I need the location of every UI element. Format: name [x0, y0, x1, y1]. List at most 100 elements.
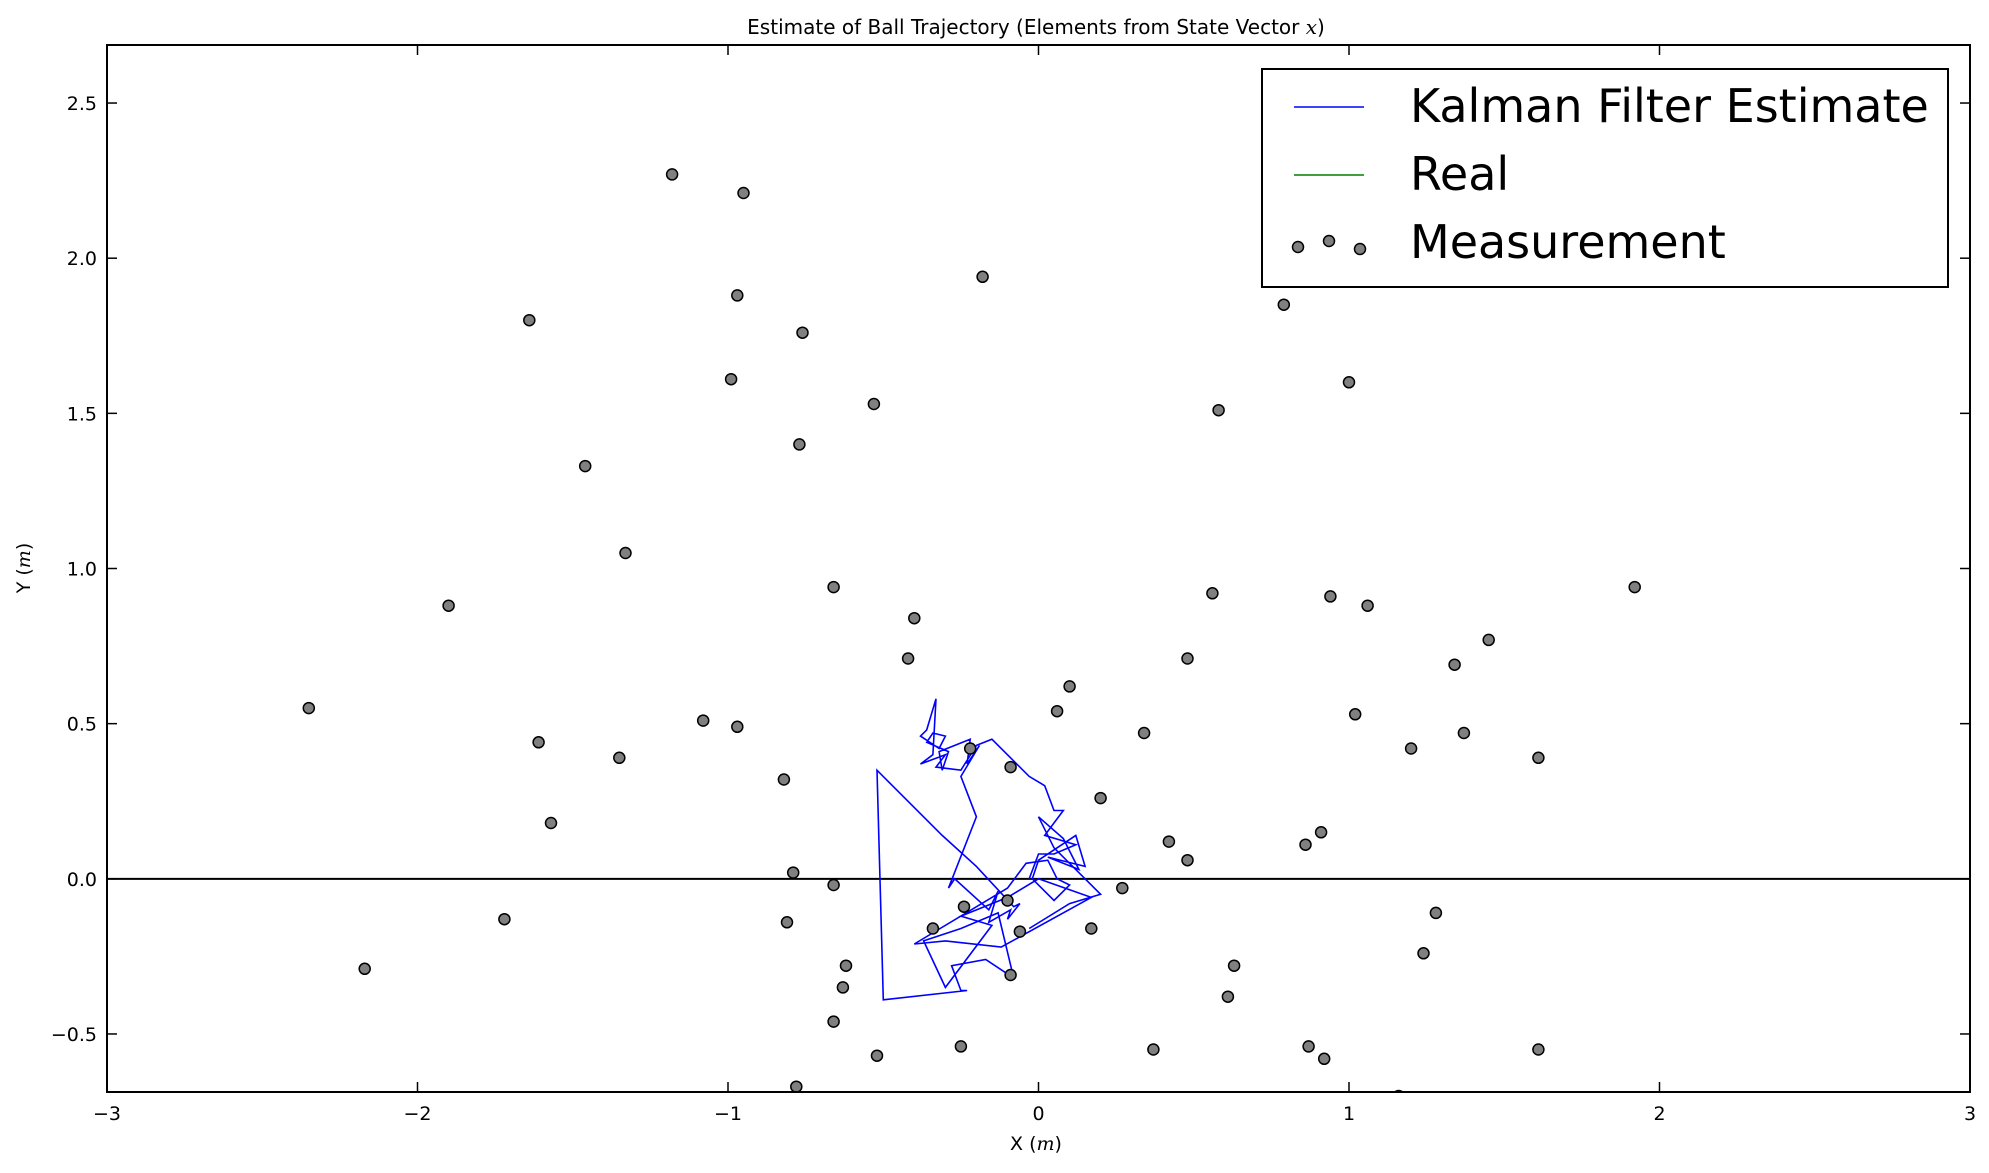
- measurement-point: [1361, 599, 1374, 612]
- measurement-point: [544, 816, 558, 830]
- measurement-point: [1429, 906, 1443, 920]
- measurement-point: [780, 916, 794, 929]
- measurement-point: [1212, 403, 1225, 417]
- measurement-point: [613, 751, 626, 765]
- plot-area: [107, 168, 1970, 1092]
- measurement-point: [1085, 922, 1098, 935]
- measurement-point: [532, 736, 545, 749]
- measurement-point: [578, 459, 592, 473]
- measurement-point: [498, 912, 511, 926]
- measurement-point: [737, 186, 750, 200]
- measurement-point: [1013, 925, 1027, 938]
- measurement-point: [724, 372, 738, 386]
- measurement-point: [901, 652, 915, 665]
- legend-measurement-marker-2: [1322, 234, 1336, 248]
- measurement-point: [1314, 826, 1328, 839]
- measurement-point: [908, 611, 921, 625]
- measurement-point: [1348, 708, 1362, 721]
- x-tick-label: 3: [1964, 1103, 1976, 1125]
- measurement-point: [1116, 881, 1129, 895]
- measurement-point: [926, 922, 940, 935]
- measurement-point: [1063, 680, 1076, 693]
- measurement-point: [790, 1080, 803, 1092]
- y-tick-label: −0.5: [51, 1024, 97, 1046]
- measurement-point: [870, 1049, 884, 1062]
- y-tick-label: 2.0: [67, 248, 97, 270]
- measurement-point: [1532, 751, 1545, 765]
- x-tick-label: −2: [403, 1103, 431, 1125]
- chart-title: Estimate of Ball Trajectory (Elements fr…: [747, 15, 1325, 39]
- measurement-point: [786, 866, 800, 879]
- measurement-point: [358, 962, 371, 976]
- x-tick-label: 0: [1032, 1103, 1044, 1125]
- measurement-point: [442, 599, 455, 612]
- measurement-point: [1094, 791, 1107, 805]
- measurement-point: [1448, 658, 1461, 671]
- x-tick-label: 1: [1343, 1103, 1355, 1125]
- measurement-point: [1482, 633, 1495, 647]
- y-axis-label: Y (m): [13, 543, 35, 595]
- measurement-point: [665, 168, 679, 181]
- measurement-point: [1277, 298, 1291, 311]
- measurement-point: [836, 981, 850, 994]
- y-tick-label: 1.5: [67, 403, 97, 425]
- measurement-point: [827, 878, 840, 892]
- measurement-point: [1317, 1052, 1331, 1066]
- measurement-point: [1457, 726, 1471, 740]
- measurement-point: [1206, 587, 1219, 600]
- series-line-kalman-filter-estimate: [876, 698, 1103, 1001]
- measurement-point: [1001, 894, 1014, 907]
- measurement-point: [839, 959, 853, 972]
- y-tick-label: 0.5: [67, 714, 97, 736]
- y-tick-label: 2.5: [67, 93, 97, 115]
- measurement-point: [1162, 835, 1176, 848]
- measurement-point: [976, 270, 989, 284]
- y-tick-label: 1.0: [67, 559, 97, 581]
- measurement-point: [1532, 1043, 1545, 1056]
- measurement-point: [1147, 1043, 1160, 1056]
- legend-measurement-label: Measurement: [1410, 215, 1726, 269]
- measurement-point: [1181, 853, 1194, 867]
- measurement-point: [1342, 376, 1356, 389]
- measurement-point: [793, 438, 806, 451]
- measurement-point: [1221, 990, 1235, 1003]
- legend-kalman-label: Kalman Filter Estimate: [1410, 79, 1929, 133]
- x-tick-label: −3: [93, 1103, 121, 1125]
- measurement-point: [963, 742, 977, 755]
- x-axis-label: X (m): [1010, 1133, 1062, 1155]
- measurement-point: [957, 900, 971, 913]
- measurement-point: [1004, 760, 1017, 774]
- measurement-point: [867, 397, 881, 411]
- measurement-point: [696, 714, 710, 727]
- x-tick-label: 2: [1653, 1103, 1665, 1125]
- measurement-point: [1137, 726, 1151, 740]
- measurement-point: [1181, 652, 1194, 665]
- measurement-point: [954, 1040, 968, 1053]
- measurement-point: [827, 580, 840, 594]
- measurement-point: [1404, 742, 1418, 755]
- y-tick-label: 0.0: [67, 869, 97, 891]
- measurement-point: [796, 326, 809, 339]
- measurement-point: [731, 289, 744, 302]
- measurement-point: [1299, 838, 1312, 851]
- x-tick-label: −1: [714, 1103, 742, 1125]
- measurement-point: [1050, 704, 1064, 718]
- measurement-point: [1628, 580, 1641, 594]
- legend-measurement-marker-3: [1353, 242, 1367, 256]
- measurement-point: [777, 773, 791, 786]
- measurement-point: [827, 1015, 840, 1028]
- legend-measurement-marker-1: [1291, 240, 1305, 254]
- legend-box: [1261, 68, 1949, 288]
- measurement-point: [302, 701, 316, 715]
- measurement-point: [1417, 947, 1430, 960]
- measurement-point: [619, 546, 632, 560]
- measurement-point: [1227, 959, 1241, 972]
- measurement-point: [1302, 1040, 1315, 1053]
- measurement-point: [523, 313, 536, 327]
- legend: Kalman Filter Estimate Real Measurement: [1261, 68, 1949, 288]
- measurement-point: [1324, 590, 1337, 603]
- legend-real-label: Real: [1410, 147, 1509, 201]
- measurement-point: [1004, 968, 1017, 982]
